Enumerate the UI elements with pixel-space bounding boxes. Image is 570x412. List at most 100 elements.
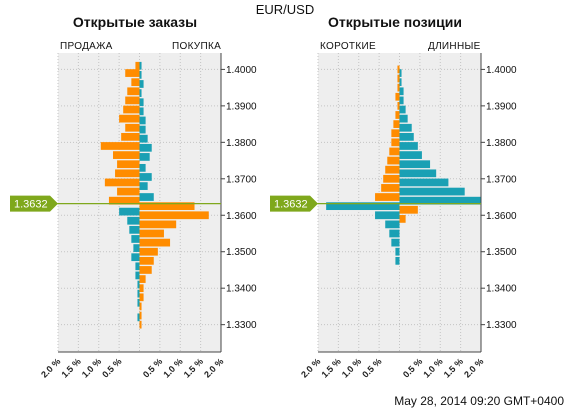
orders-bar	[123, 105, 140, 114]
positions-bar	[393, 120, 400, 128]
orders-bar	[139, 107, 144, 116]
orders-bar	[139, 163, 146, 172]
orders-bar	[139, 266, 152, 274]
positions-xtick-label: 0.5 %	[360, 356, 383, 379]
positions-ytick-label: 1.3900	[486, 101, 517, 112]
positions-xtick-label: 1.5 %	[442, 356, 465, 379]
orders-xtick-label: 1.0 %	[80, 356, 103, 379]
short-label: КОРОТКИЕ	[320, 41, 376, 52]
long-label: ДЛИННЫЕ	[428, 41, 481, 52]
orders-bar	[135, 61, 140, 70]
orders-bar	[125, 96, 140, 105]
orders-bar	[137, 280, 140, 289]
orders-xtick-label: 1.5 %	[59, 356, 82, 379]
orders-bar	[127, 87, 140, 96]
orders-ytick-label: 1.3800	[226, 138, 257, 149]
positions-bar	[399, 215, 406, 223]
orders-bar	[117, 187, 140, 196]
positions-bar	[375, 211, 400, 220]
orders-bar	[121, 132, 140, 141]
orders-ytick-label: 1.4000	[226, 65, 257, 76]
positions-bar	[326, 202, 400, 211]
orders-price-marker	[10, 195, 58, 212]
orders-bar	[139, 229, 164, 238]
orders-xtick-label: 0.5 %	[100, 356, 123, 379]
orders-bar	[137, 298, 140, 307]
sell-label: ПРОДАЖА	[60, 41, 113, 52]
positions-bar	[389, 147, 400, 156]
positions-xtick-label: 1.5 %	[319, 356, 342, 379]
positions-bar	[387, 156, 400, 165]
positions-bar	[399, 160, 431, 169]
positions-xtick-label: 1.0 %	[421, 356, 444, 379]
positions-bar	[399, 96, 404, 105]
positions-ytick-label: 1.3400	[486, 284, 517, 295]
orders-bar	[139, 193, 154, 201]
orders-bar	[104, 178, 140, 187]
orders-bar	[139, 275, 146, 283]
orders-bar	[129, 225, 140, 234]
orders-bar	[139, 89, 142, 97]
buy-label: ПОКУПКА	[172, 41, 222, 52]
orders-xtick-label: 0.5 %	[141, 356, 164, 379]
positions-bar	[397, 101, 400, 110]
positions-bar	[395, 256, 400, 265]
orders-bar	[139, 80, 144, 88]
orders-bar	[139, 134, 148, 143]
orders-bar	[139, 153, 150, 161]
positions-bar	[385, 165, 400, 174]
positions-ytick-label: 1.3600	[486, 211, 517, 222]
orders-bar	[119, 114, 140, 123]
orders-bar	[133, 244, 140, 252]
positions-ytick-label: 1.3300	[486, 320, 517, 331]
orders-bar	[139, 61, 142, 70]
positions-price-label: 1.3632	[274, 199, 308, 211]
positions-bar	[397, 83, 400, 92]
orders-bar	[119, 207, 140, 216]
orders-bar	[139, 302, 142, 311]
orders-bar	[137, 313, 140, 322]
positions-bar	[399, 169, 437, 178]
positions-bar	[397, 65, 400, 74]
positions-xtick-label: 1.0 %	[340, 356, 363, 379]
positions-bar	[399, 196, 481, 205]
orders-bar	[139, 247, 158, 256]
positions-bar	[395, 111, 400, 119]
orders-xtick-label: 1.5 %	[182, 356, 205, 379]
orders-ytick-label: 1.3700	[226, 174, 257, 185]
orders-bar	[117, 160, 140, 169]
positions-bar	[399, 69, 402, 77]
positions-bar	[395, 247, 400, 256]
positions-bar	[399, 205, 418, 214]
positions-ytick-label: 1.3800	[486, 138, 517, 149]
positions-bar	[399, 78, 402, 87]
positions-xtick-label: 0.5 %	[401, 356, 424, 379]
orders-bar	[139, 211, 209, 220]
orders-bar	[135, 262, 140, 271]
orders-bar	[139, 311, 142, 320]
positions-bar	[397, 74, 400, 83]
positions-bar	[399, 151, 422, 159]
orders-bar	[139, 125, 146, 134]
orders-ytick-label: 1.3900	[226, 101, 257, 112]
orders-bar	[131, 253, 140, 262]
positions-bar	[375, 193, 400, 201]
open-positions-title: Открытые позиции	[328, 14, 462, 30]
positions-bar	[385, 220, 400, 229]
positions-bar	[399, 105, 406, 114]
orders-bar	[131, 78, 140, 87]
orders-ytick-label: 1.3500	[226, 247, 257, 258]
orders-xtick-label: 2.0 %	[39, 356, 62, 379]
orders-bar	[100, 142, 140, 150]
orders-bar	[139, 256, 154, 265]
positions-bar	[399, 123, 412, 132]
chart-main-title: EUR/USD	[255, 2, 315, 17]
positions-bar	[381, 184, 400, 192]
positions-bar	[391, 129, 400, 138]
positions-bar	[391, 238, 400, 247]
orders-bar	[139, 182, 148, 190]
positions-bar	[391, 138, 400, 147]
orders-bar	[139, 71, 142, 79]
positions-bar	[399, 178, 449, 187]
positions-bar	[395, 92, 400, 101]
